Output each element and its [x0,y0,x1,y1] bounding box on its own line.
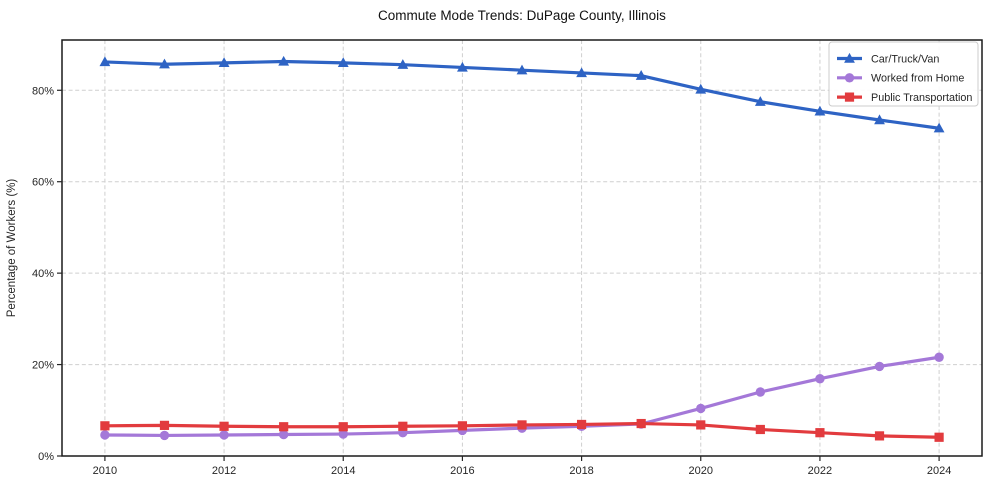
y-tick-label-40: 40% [32,268,54,280]
data-point-worked-from-home-2023 [874,361,885,372]
data-point-car-truck-van-2011 [159,58,170,69]
data-point-car-truck-van-2013 [278,55,290,66]
x-tick-label-2016: 2016 [450,465,474,477]
legend-item-worked-from-home: Worked from Home [837,73,964,85]
data-point-worked-from-home-2020 [696,403,706,414]
data-point-car-truck-van-2016 [457,61,468,72]
data-point-public-transportation-2012 [219,421,229,431]
data-point-worked-from-home-2014 [338,429,348,439]
legend-item-car-truck-van: Car/Truck/Van [837,52,939,65]
data-point-worked-from-home-2024 [934,352,944,362]
x-tick-label-2022: 2022 [808,465,832,477]
data-point-worked-from-home-2021 [755,387,766,397]
data-point-car-truck-van-2014 [337,57,349,68]
legend-square-marker-icon [844,92,855,102]
data-point-public-transportation-2019 [636,418,646,429]
series-public-transportation [100,418,944,442]
legend: Car/Truck/Van Worked from Home Public Tran… [828,41,979,107]
axes-layer: 2010 2012 2014 2016 2018 2020 2022 2024 0% 20% 40%… [32,39,983,477]
data-point-car-truck-van-2015 [397,59,409,69]
data-point-public-transportation-2010 [100,421,110,431]
legend-circle-marker-icon [844,73,855,83]
data-point-worked-from-home-2012 [219,430,229,440]
x-tick-label-2018: 2018 [569,465,593,477]
x-tick-label-2010: 2010 [93,465,117,477]
x-tick-label-2020: 2020 [689,465,713,477]
data-point-worked-from-home-2010 [100,430,110,440]
data-point-public-transportation-2013 [279,422,289,432]
data-point-car-truck-van-2019 [635,70,647,80]
legend-label-worked-from-home: Worked from Home [871,73,964,85]
data-point-car-truck-van-2012 [218,57,230,68]
data-point-public-transportation-2022 [815,428,825,438]
x-tick-label-2014: 2014 [331,465,355,477]
data-point-public-transportation-2021 [755,424,765,435]
data-point-car-truck-van-2024 [933,122,945,133]
y-tick-label-80: 80% [32,85,54,97]
y-axis-label: Percentage of Workers (%) [6,179,18,318]
data-point-worked-from-home-2022 [815,374,825,384]
data-point-car-truck-van-2018 [576,67,587,78]
legend-box [828,41,979,107]
data-point-public-transportation-2015 [398,421,408,431]
data-point-car-truck-van-2020 [695,83,707,94]
chart-title: Commute Mode Trends: DuPage County, Illi… [378,8,666,23]
data-point-public-transportation-2014 [338,422,348,432]
data-point-public-transportation-2017 [517,420,527,430]
plot-border [61,39,983,457]
data-point-public-transportation-2020 [696,420,706,430]
legend-label-car-truck-van: Car/Truck/Van [871,53,939,65]
data-point-car-truck-van-2017 [516,64,528,75]
data-point-car-truck-van-2010 [99,56,111,67]
legend-item-public-transportation: Public Transportation [837,92,972,104]
data-point-car-truck-van-2023 [874,114,885,125]
series-car-truck-van [99,55,945,133]
series-layer [99,55,945,442]
data-point-public-transportation-2016 [457,421,468,431]
x-tick-label-2024: 2024 [927,465,951,477]
data-point-public-transportation-2018 [576,419,587,430]
x-tick-label-2012: 2012 [212,465,236,477]
data-point-worked-from-home-2013 [278,429,289,440]
data-point-public-transportation-2024 [934,432,944,442]
y-tick-label-20: 20% [32,360,54,372]
data-point-public-transportation-2011 [159,420,170,430]
data-point-car-truck-van-2021 [754,96,766,106]
legend-label-public-transportation: Public Transportation [871,92,972,104]
data-point-public-transportation-2023 [874,431,885,441]
y-tick-label-0: 0% [38,451,54,463]
data-point-worked-from-home-2011 [159,430,170,441]
y-tick-label-60: 60% [32,177,54,189]
data-point-car-truck-van-2022 [814,105,826,116]
legend-triangle-marker-icon [844,52,855,63]
